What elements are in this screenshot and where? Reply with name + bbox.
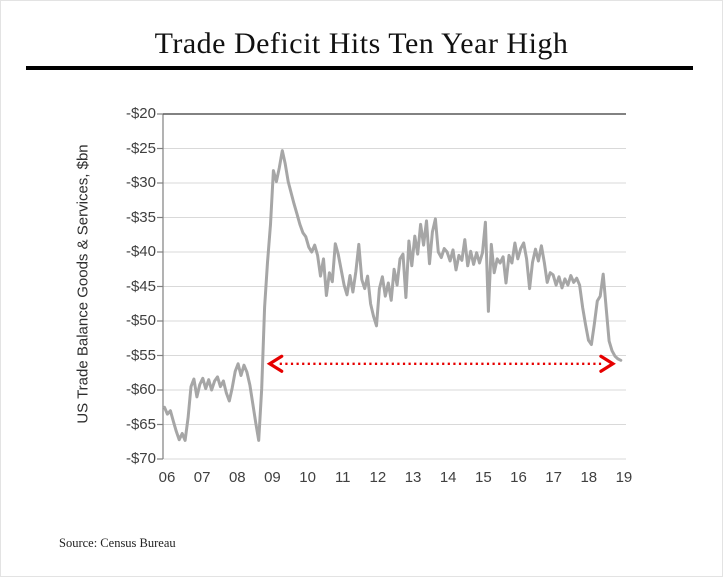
x-tick-label: 07: [193, 469, 211, 486]
x-tick-label: 17: [545, 469, 562, 486]
arrowhead-right-icon: [599, 354, 616, 373]
y-tick-label: -$70: [125, 450, 156, 467]
x-tick-label: 14: [439, 469, 457, 486]
x-tick-label: 08: [228, 469, 246, 486]
y-tick-label: -$50: [125, 312, 156, 329]
x-tick-label: 19: [615, 469, 633, 486]
y-tick-label: -$20: [125, 105, 156, 122]
y-tick-label: -$45: [125, 277, 156, 295]
y-tick-label: -$25: [125, 139, 156, 157]
y-tick-label: -$65: [125, 415, 156, 433]
y-tick-label: -$55: [125, 346, 156, 364]
x-tick-label: 16: [510, 469, 527, 486]
y-tick-label: -$60: [125, 381, 156, 398]
x-tick-label: 10: [299, 469, 316, 486]
x-tick-label: 15: [475, 469, 492, 486]
x-tick-label: 11: [334, 469, 351, 486]
trade-balance-line: [163, 149, 623, 442]
x-tick-label: 18: [580, 469, 598, 486]
arrowhead-left-icon: [266, 354, 284, 373]
x-tick-label: 13: [404, 469, 422, 486]
x-tick-label: 06: [158, 469, 176, 486]
y-tick-label: -$35: [125, 208, 156, 226]
page-title: Trade Deficit Hits Ten Year High: [154, 27, 569, 60]
x-tick-label: 12: [369, 469, 387, 486]
title-underline: [26, 66, 693, 70]
source-note: Source: Census Bureau: [59, 536, 176, 550]
y-tick-label: -$30: [125, 174, 156, 191]
y-tick-label: -$40: [125, 243, 156, 260]
x-tick-label: 09: [264, 469, 281, 486]
